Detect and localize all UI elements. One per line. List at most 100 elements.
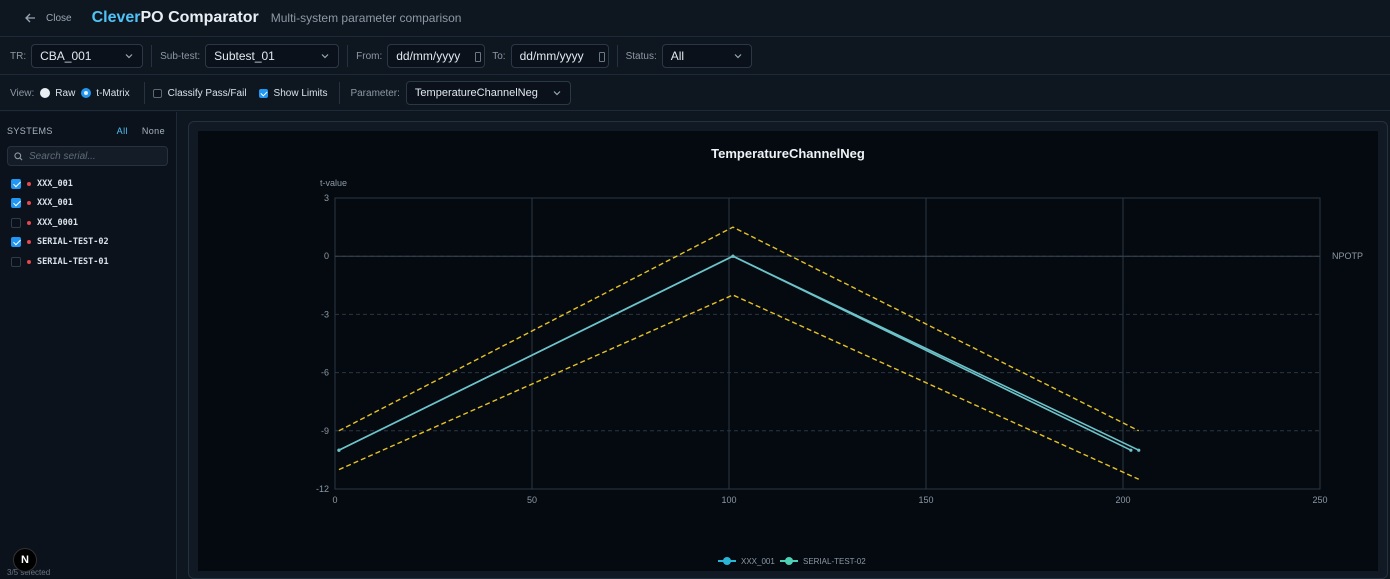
status-value: All bbox=[670, 49, 685, 63]
search-icon bbox=[14, 151, 23, 160]
view-raw-radio[interactable]: Raw bbox=[40, 88, 75, 99]
reference-line-label: NPOTP bbox=[1332, 251, 1363, 261]
chevron-down-icon bbox=[321, 54, 329, 59]
calendar-icon[interactable] bbox=[598, 52, 605, 62]
legend-swatch-marker bbox=[723, 557, 731, 565]
x-tick-label: 200 bbox=[1115, 495, 1130, 505]
line-chart: 30-3-6-9-120 50 100 150 200 250NPOTPTemperatu… bbox=[316, 146, 1363, 566]
y-tick-label: -12 bbox=[316, 484, 329, 494]
view-bar: View: Raw t-Matrix Classify Pass/Fail Sh… bbox=[0, 76, 1390, 111]
app-subtitle: Multi-system parameter comparison bbox=[270, 11, 462, 25]
search-input[interactable] bbox=[29, 150, 159, 162]
subtest-label: Sub-test: bbox=[160, 50, 201, 62]
systems-header: SYSTEMS All None bbox=[7, 126, 165, 136]
systems-sidebar: SYSTEMS All None XXX_001 XXX_001 XXX_000… bbox=[0, 112, 177, 579]
series-line bbox=[338, 255, 1140, 451]
system-item[interactable]: SERIAL-TEST-02 bbox=[11, 233, 109, 253]
divider bbox=[151, 45, 153, 67]
y-tick-label: -9 bbox=[321, 426, 329, 436]
checkbox-box bbox=[152, 88, 162, 98]
status-select[interactable]: All bbox=[661, 44, 752, 68]
status-label: Status: bbox=[625, 50, 657, 62]
tr-select[interactable]: CBA_001 bbox=[31, 44, 144, 68]
y-tick-label: -6 bbox=[321, 368, 329, 378]
divider bbox=[339, 82, 341, 104]
status-dot bbox=[27, 240, 31, 245]
limit-line bbox=[338, 294, 1140, 480]
tr-label: TR: bbox=[10, 50, 27, 62]
y-tick-label: 0 bbox=[324, 251, 329, 261]
checkbox-checked[interactable] bbox=[11, 178, 21, 189]
checkbox-unchecked[interactable] bbox=[11, 256, 21, 267]
chart-title: TemperatureChannelNeg bbox=[711, 146, 865, 161]
classify-label: Classify Pass/Fail bbox=[167, 87, 247, 99]
data-point bbox=[731, 254, 735, 258]
filter-bar: TR: CBA_001 Sub-test: Subtest_01 From: d… bbox=[0, 38, 1390, 75]
legend-swatch-marker bbox=[785, 557, 793, 565]
show-limits-checkbox[interactable]: Show Limits bbox=[258, 88, 327, 99]
x-tick-label: 50 bbox=[527, 495, 537, 505]
system-item[interactable]: XXX_0001 bbox=[11, 213, 109, 233]
tr-value: CBA_001 bbox=[40, 49, 92, 63]
legend-label: XXX_001 bbox=[741, 557, 775, 566]
system-label: SERIAL-TEST-02 bbox=[37, 237, 109, 248]
parameter-label: Parameter: bbox=[350, 87, 400, 99]
arrow-left-icon bbox=[25, 13, 35, 23]
limit-line bbox=[338, 226, 1140, 432]
chart-container: 3 0 -3 -6 -9 -12 0 50 100 150 200 250 NPOTP Temperatu… bbox=[198, 131, 1378, 571]
calendar-icon[interactable] bbox=[475, 52, 482, 62]
system-label: XXX_001 bbox=[37, 198, 73, 209]
x-tick-label: 250 bbox=[1312, 495, 1327, 505]
system-item[interactable]: XXX_001 bbox=[11, 174, 109, 194]
chevron-down-icon bbox=[734, 54, 742, 59]
chevron-down-icon bbox=[125, 54, 133, 59]
divider bbox=[143, 82, 145, 104]
checkbox-unchecked[interactable] bbox=[11, 217, 21, 228]
system-item[interactable]: SERIAL-TEST-01 bbox=[11, 252, 109, 272]
checkbox-checked[interactable] bbox=[11, 198, 21, 209]
systems-list: XXX_001 XXX_001 XXX_0001 SERIAL-TEST-02 … bbox=[11, 174, 109, 272]
systems-title: SYSTEMS bbox=[7, 126, 53, 136]
status-dot bbox=[27, 259, 31, 264]
checkbox-box-checked bbox=[258, 88, 268, 98]
status-dot bbox=[27, 181, 31, 186]
search-box bbox=[7, 146, 168, 166]
divider bbox=[347, 45, 349, 67]
tmatrix-label: t-Matrix bbox=[96, 87, 130, 99]
chevron-down-icon bbox=[553, 91, 561, 96]
close-label: Close bbox=[46, 12, 72, 24]
select-none-button[interactable]: None bbox=[141, 126, 165, 136]
plot-area bbox=[334, 197, 1321, 490]
from-date-input[interactable]: dd/mm/yyyy bbox=[387, 44, 486, 68]
brand-accent: Clever bbox=[91, 9, 141, 26]
from-placeholder: dd/mm/yyyy bbox=[396, 49, 461, 63]
to-date-input[interactable]: dd/mm/yyyy bbox=[510, 44, 609, 68]
app-title: CleverPO Comparator bbox=[92, 9, 259, 27]
selected-count: 3/5 selected bbox=[7, 568, 51, 577]
top-bar: Close CleverPO Comparator Multi-system p… bbox=[0, 0, 1390, 37]
status-dot bbox=[27, 201, 31, 206]
select-all-button[interactable]: All bbox=[116, 126, 128, 136]
radio-circle bbox=[40, 88, 51, 98]
classify-checkbox[interactable]: Classify Pass/Fail bbox=[152, 87, 247, 99]
from-label: From: bbox=[356, 50, 383, 62]
view-label: View: bbox=[10, 87, 35, 99]
parameter-select[interactable]: TemperatureChannelNeg bbox=[405, 81, 571, 105]
close-button[interactable]: Close bbox=[24, 12, 72, 24]
to-placeholder: dd/mm/yyyy bbox=[519, 49, 584, 63]
checkbox-checked[interactable] bbox=[11, 237, 21, 248]
data-point bbox=[337, 448, 341, 452]
y-axis-label: t-value bbox=[320, 178, 347, 188]
main-area: 3 0 -3 -6 -9 -12 0 50 100 150 200 250 NPOTP Temperatu… bbox=[178, 112, 1390, 579]
system-label: XXX_001 bbox=[37, 178, 73, 189]
data-point bbox=[1129, 448, 1133, 452]
view-tmatrix-radio[interactable]: t-Matrix bbox=[81, 87, 130, 99]
n-badge-icon[interactable]: N bbox=[13, 548, 37, 572]
data-point bbox=[1137, 448, 1141, 452]
chart-panel: 3 0 -3 -6 -9 -12 0 50 100 150 200 250 NPOTP Temperatu… bbox=[188, 121, 1388, 579]
subtest-select[interactable]: Subtest_01 bbox=[205, 44, 340, 68]
x-tick-label: 0 bbox=[332, 495, 337, 505]
status-dot bbox=[27, 220, 31, 225]
system-item[interactable]: XXX_001 bbox=[11, 194, 109, 214]
brand-rest: PO Comparator bbox=[140, 9, 259, 26]
